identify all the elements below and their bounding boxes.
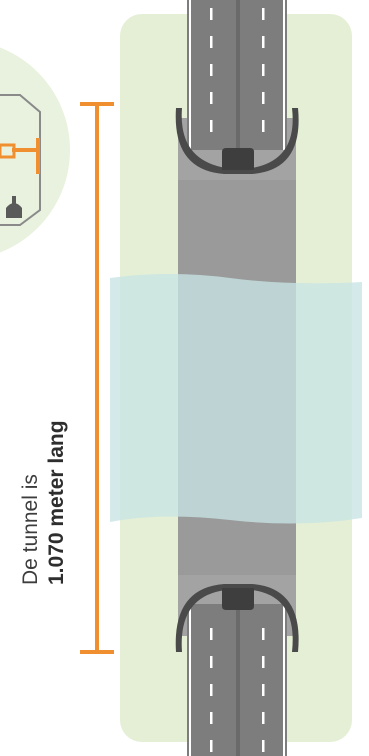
tunnel-portal-top bbox=[175, 108, 299, 174]
tunnel-portal-bottom bbox=[175, 584, 299, 652]
caption-line-2: 1.070 meter lang bbox=[45, 420, 68, 585]
caption-line-1: De tunnel is bbox=[19, 474, 42, 585]
road-top bbox=[187, 0, 287, 150]
length-dimension-line bbox=[80, 102, 114, 654]
tunnel-length-caption-block: De tunnel is 1.070 meter lang bbox=[18, 335, 70, 585]
cross-section-outline bbox=[0, 94, 41, 226]
road-bottom bbox=[187, 604, 287, 756]
water-band bbox=[110, 274, 362, 524]
